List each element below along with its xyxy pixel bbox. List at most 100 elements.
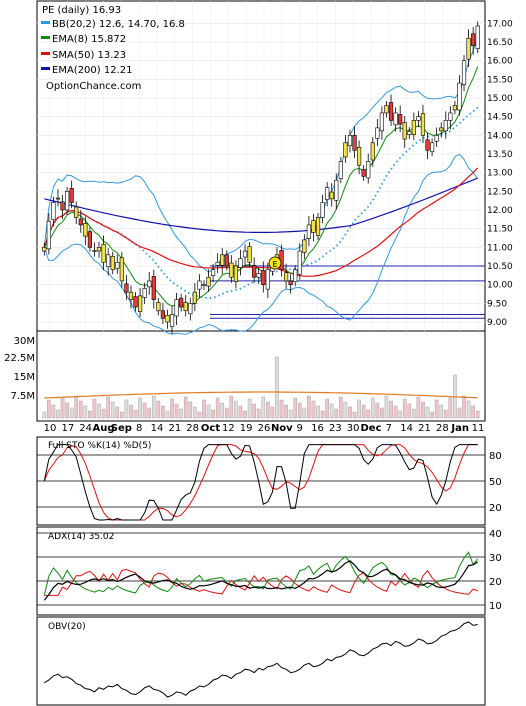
candle-body <box>224 254 229 267</box>
candle-body <box>434 135 439 142</box>
candle-body <box>169 314 175 327</box>
volume-bar <box>466 400 471 419</box>
volume-tick-label: 15M <box>14 372 35 383</box>
candle-body <box>261 270 266 285</box>
candle-body <box>398 114 403 125</box>
volume-bar <box>124 399 129 419</box>
time-tick-label: 21 <box>168 423 181 434</box>
candle-body <box>334 179 339 201</box>
candle-body <box>115 261 120 269</box>
volume-bar <box>129 404 133 419</box>
candle-body <box>443 120 448 132</box>
volume-bar <box>384 395 389 419</box>
candle-body <box>160 310 166 319</box>
time-tick-label: 10 <box>44 423 57 434</box>
candle-body <box>201 284 207 286</box>
volume-bar <box>375 402 380 419</box>
candle-body <box>96 247 102 252</box>
volume-bar <box>275 356 279 419</box>
candle-body <box>347 135 353 147</box>
candle-body <box>343 142 348 158</box>
candle-body <box>101 244 106 263</box>
volume-bar <box>243 410 247 419</box>
volume-bar <box>284 404 288 419</box>
volume-bar <box>97 403 101 419</box>
volume-bar <box>357 399 361 419</box>
candle-body <box>51 202 56 221</box>
stochastic-tick-label: 80 <box>489 451 502 462</box>
price-tick-label: 9.50 <box>487 299 507 309</box>
price-tick-label: 14.50 <box>487 113 513 123</box>
bb-middle <box>43 106 479 300</box>
volume-bar <box>88 410 92 419</box>
candle-body <box>361 169 366 177</box>
volume-bar <box>370 397 375 419</box>
price-panel <box>36 0 486 332</box>
volume-bar <box>92 398 97 419</box>
candle-body <box>252 264 257 278</box>
volume-bar <box>293 397 298 419</box>
candle-body <box>283 272 289 282</box>
candle-body <box>124 283 129 293</box>
volume-bars <box>42 356 480 419</box>
candle-body <box>83 223 88 237</box>
time-tick-label: 23 <box>329 423 342 434</box>
volume-bar <box>60 397 65 419</box>
axis-labels: 17.00 16.50 16.00 15.50 15.00 14.50 14.00 13.50… <box>4 19 513 612</box>
volume-bar <box>366 409 371 419</box>
time-tick-label: 30 <box>347 423 360 434</box>
price-tick-label: 12.00 <box>487 206 513 216</box>
volume-bar <box>224 407 229 419</box>
candle-body <box>174 299 179 317</box>
volume-bar <box>161 405 165 419</box>
volume-bar <box>142 402 147 419</box>
candle-body <box>352 135 357 151</box>
volume-bar <box>334 408 339 419</box>
adx-line <box>43 560 479 601</box>
candle-body <box>338 161 343 179</box>
candle-body <box>293 269 298 282</box>
candle-body <box>233 265 239 282</box>
candle-body <box>151 276 156 300</box>
candle-body <box>388 102 394 121</box>
time-tick-label: Nov <box>271 423 293 434</box>
candle-body <box>210 269 216 277</box>
legend-ema8: EMA(8) 15.872 <box>52 34 126 45</box>
volume-bar <box>443 409 448 419</box>
price-tick-label: 16.50 <box>487 38 513 48</box>
volume-bar <box>78 400 83 419</box>
candle-body <box>55 197 61 200</box>
earnings-marker: E <box>268 256 282 270</box>
time-tick-label: Dec <box>360 423 381 434</box>
earnings-label: E <box>272 260 277 269</box>
volume-bar <box>197 411 202 419</box>
volume-bar <box>421 401 425 419</box>
adx-tick-label: 10 <box>489 601 502 612</box>
volume-tick-label: 22.5M <box>4 353 35 364</box>
price-tick-label: 14.00 <box>487 131 513 141</box>
volume-bar <box>120 411 124 419</box>
candle-body <box>92 250 97 252</box>
volume-bar <box>448 397 453 419</box>
volume-bar <box>211 409 215 419</box>
volume-bar <box>261 396 266 419</box>
volume-bar <box>83 405 88 419</box>
volume-bar <box>42 411 47 419</box>
candle-body <box>69 188 74 203</box>
candle-body <box>329 191 334 200</box>
time-tick-label: 14 <box>400 423 413 434</box>
legend-swatch-sma50 <box>41 52 50 55</box>
volume-bar <box>434 399 439 419</box>
volume-bar <box>215 397 220 419</box>
stochastic-tick-label: 20 <box>489 503 502 514</box>
time-tick-label: 7 <box>386 423 392 434</box>
volume-bar <box>256 408 261 419</box>
candle-body <box>306 224 312 239</box>
candle-body <box>215 261 220 266</box>
price-tick-label: 10.50 <box>487 262 513 272</box>
time-tick-label: 8 <box>136 423 142 434</box>
candle-body <box>206 276 211 287</box>
obv-label: OBV(20) <box>48 622 86 632</box>
candle-body <box>188 303 193 315</box>
volume-bar <box>65 402 69 419</box>
